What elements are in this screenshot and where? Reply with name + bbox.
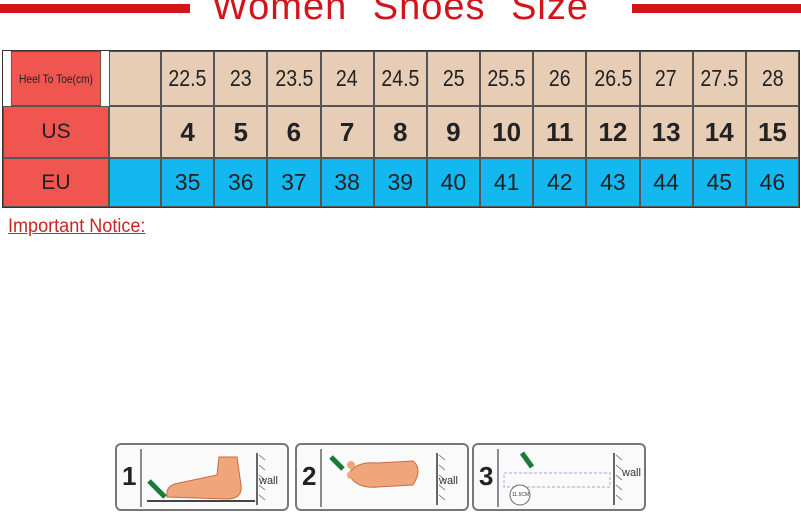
size-cell: 39 — [373, 158, 427, 207]
size-value: 14 — [704, 116, 734, 147]
step-illustration — [140, 449, 266, 507]
size-value: 28 — [761, 65, 784, 91]
size-value: 35 — [174, 169, 201, 195]
size-cell: 28 — [745, 51, 799, 106]
size-value: 26 — [548, 65, 571, 91]
size-value: 36 — [227, 169, 254, 195]
size-cell: 36 — [214, 158, 268, 207]
size-cell: 22.5 — [161, 51, 215, 106]
size-value: 10 — [492, 116, 522, 147]
size-value: 15 — [757, 116, 787, 147]
size-cell: 11 — [533, 106, 587, 158]
size-cell: 42 — [533, 158, 587, 207]
size-value: 46 — [759, 169, 786, 195]
notice-title: Important Notice: — [8, 216, 146, 237]
size-value: 5 — [233, 116, 248, 147]
wall-label: wall — [259, 475, 278, 487]
size-cell: 26 — [533, 51, 587, 106]
size-value: 26.5 — [593, 65, 632, 91]
size-cell: 10 — [480, 106, 534, 158]
size-value: 41 — [493, 169, 520, 195]
title-bar-right — [632, 4, 801, 13]
size-value: 12 — [598, 116, 628, 147]
row-label: Heel To Toe(cm) — [10, 51, 102, 106]
title: Women Shoes Size — [211, 0, 590, 28]
size-cell: 6 — [267, 106, 321, 158]
size-cell: 5 — [214, 106, 268, 158]
size-cell: 4 — [161, 106, 215, 158]
row-label: US — [3, 106, 109, 158]
size-cell: 45 — [692, 158, 746, 207]
size-value: 23 — [229, 65, 252, 91]
size-cell: 24.5 — [373, 51, 427, 106]
size-cell: 14 — [692, 106, 746, 158]
step-illustration — [320, 449, 446, 507]
measure-label: 11.5CM — [512, 492, 530, 498]
step-illustration — [497, 449, 623, 507]
size-cell: 40 — [426, 158, 480, 207]
size-value: 43 — [600, 169, 626, 195]
size-value: 25 — [442, 65, 465, 91]
size-cell: 12 — [586, 106, 640, 158]
step-panel: 1 wall — [115, 443, 289, 511]
step-number: 3 — [479, 461, 494, 491]
size-cell: 26.5 — [586, 51, 640, 106]
size-value: 42 — [546, 169, 573, 195]
size-value: 37 — [281, 169, 307, 195]
size-value: 38 — [334, 169, 360, 195]
size-cell: 44 — [639, 158, 693, 207]
size-cell: 9 — [426, 106, 480, 158]
size-table: Heel To Toe(cm) 22.5 23 23.5 24 24.5 25 25.5 26 2… — [2, 50, 800, 208]
size-cell: 7 — [320, 106, 374, 158]
size-cell: 27.5 — [692, 51, 746, 106]
size-value: 9 — [446, 116, 461, 147]
size-value: 27 — [655, 65, 677, 91]
step-panel: 2 wall — [295, 443, 469, 511]
spacer-cell — [109, 158, 161, 207]
wall-label: wall — [439, 475, 458, 487]
step-panel: 3 wall 11.5CM — [472, 443, 646, 511]
size-value: 8 — [393, 116, 408, 147]
size-cell: 23.5 — [267, 51, 321, 106]
size-cell: 35 — [161, 158, 215, 207]
size-value: 6 — [286, 116, 302, 147]
size-cell: 37 — [267, 158, 321, 207]
size-cell: 24 — [320, 51, 374, 106]
size-cell: 25 — [426, 51, 480, 106]
size-cell: 25.5 — [480, 51, 534, 106]
size-value: 27.5 — [700, 65, 739, 91]
size-cell: 23 — [214, 51, 268, 106]
size-cell: 43 — [586, 158, 640, 207]
size-value: 11 — [545, 116, 574, 147]
size-value: 13 — [651, 116, 681, 147]
size-value: 39 — [387, 169, 414, 195]
size-cell: 15 — [745, 106, 799, 158]
size-value: 24 — [336, 65, 358, 91]
size-cell: 38 — [320, 158, 374, 207]
size-value: 44 — [653, 169, 679, 195]
row-label: EU — [3, 158, 109, 207]
step-number: 2 — [302, 461, 317, 491]
size-value: 7 — [339, 116, 355, 147]
spacer-cell — [109, 106, 161, 158]
title-bar-left — [0, 4, 190, 13]
size-value: 25.5 — [487, 65, 526, 91]
size-cell: 46 — [745, 158, 799, 207]
size-value: 45 — [706, 169, 733, 195]
spacer-cell — [109, 51, 161, 106]
size-value: 24.5 — [381, 65, 420, 91]
size-value: 40 — [440, 169, 467, 195]
size-cell: 8 — [373, 106, 427, 158]
wall-label: wall — [622, 467, 641, 479]
size-cell: 41 — [480, 158, 534, 207]
size-value: 4 — [180, 116, 195, 147]
size-cell: 13 — [639, 106, 693, 158]
size-value: 22.5 — [168, 65, 207, 91]
size-cell: 27 — [639, 51, 693, 106]
size-value: 23.5 — [274, 65, 313, 91]
step-number: 1 — [122, 461, 137, 491]
